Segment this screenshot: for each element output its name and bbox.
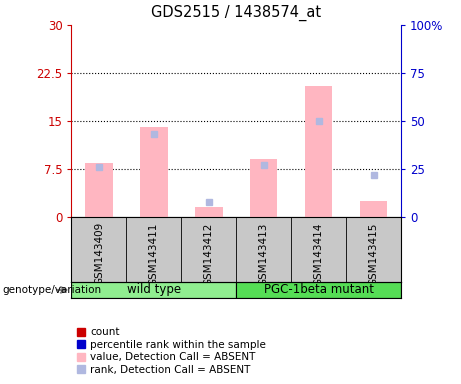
Text: genotype/variation: genotype/variation xyxy=(2,285,101,295)
Text: GSM143413: GSM143413 xyxy=(259,222,269,286)
Legend: count, percentile rank within the sample, value, Detection Call = ABSENT, rank, : count, percentile rank within the sample… xyxy=(77,327,266,375)
Text: PGC-1beta mutant: PGC-1beta mutant xyxy=(264,283,374,296)
Text: GSM143414: GSM143414 xyxy=(313,222,324,286)
Title: GDS2515 / 1438574_at: GDS2515 / 1438574_at xyxy=(151,5,321,21)
Bar xyxy=(236,282,401,298)
Text: GSM143411: GSM143411 xyxy=(149,222,159,286)
Bar xyxy=(360,201,387,217)
Bar xyxy=(250,159,278,217)
Bar xyxy=(195,207,223,217)
Bar xyxy=(305,86,332,217)
Text: GSM143409: GSM143409 xyxy=(94,222,104,285)
Text: GSM143415: GSM143415 xyxy=(369,222,378,286)
Bar xyxy=(140,127,168,217)
Text: wild type: wild type xyxy=(127,283,181,296)
Bar xyxy=(71,282,236,298)
Text: GSM143412: GSM143412 xyxy=(204,222,214,286)
Bar xyxy=(85,162,112,217)
